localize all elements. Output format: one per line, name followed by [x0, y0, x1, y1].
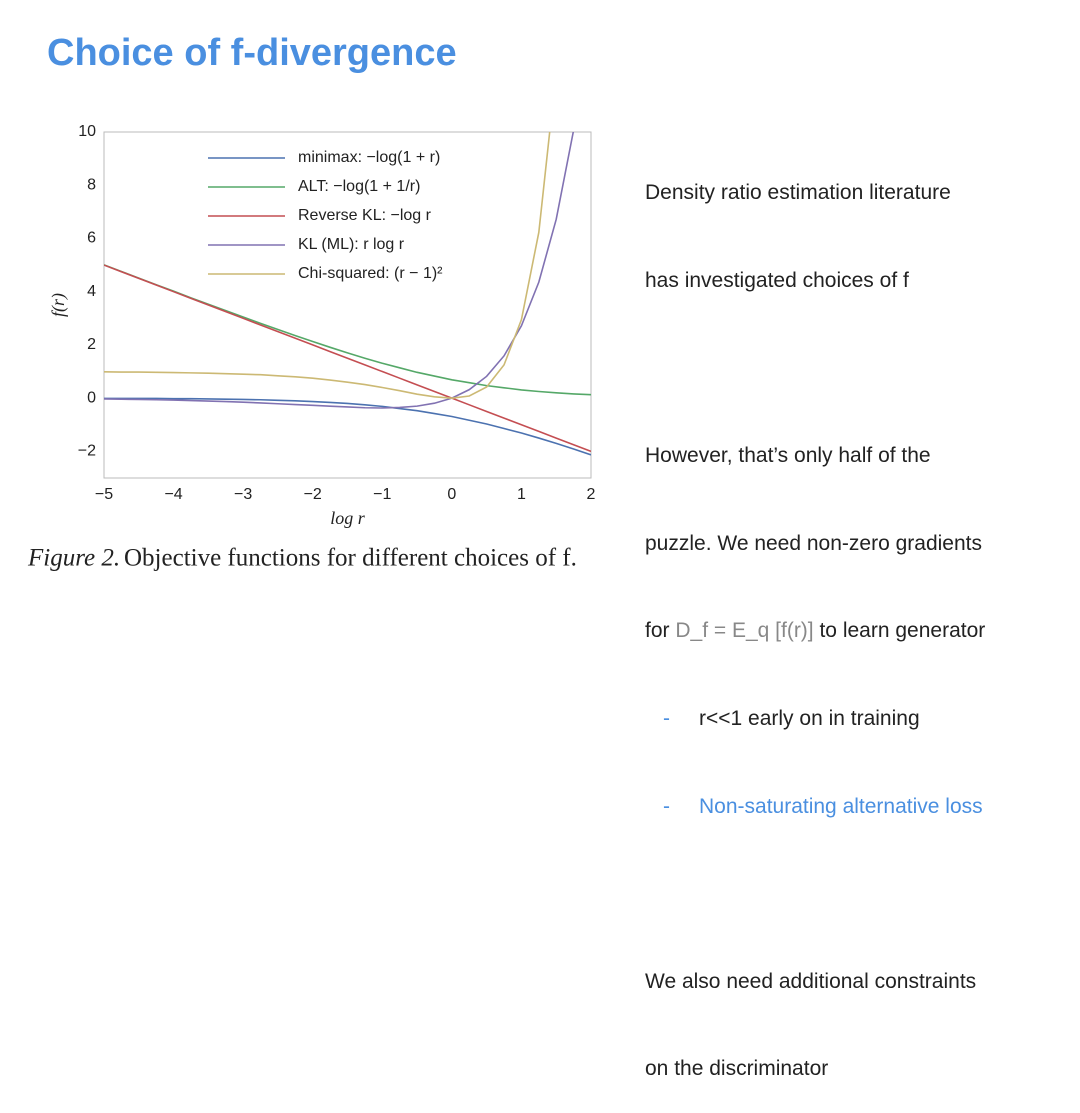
text-line: puzzle. We need non-zero gradients	[645, 531, 982, 555]
legend-label: Chi-squared: (r − 1)²	[298, 265, 443, 282]
x-tick-label: −1	[373, 486, 391, 503]
series-line	[104, 132, 575, 409]
caption: Objective functions for different choice…	[124, 545, 577, 572]
x-tick-label: −5	[95, 486, 113, 503]
legend-box	[200, 143, 505, 293]
bullet-text: r<<1 early on in training	[699, 707, 920, 731]
series-line	[104, 132, 551, 399]
bullet-marker: -	[663, 794, 670, 818]
x-tick-label: 1	[517, 486, 526, 503]
slide: Choice of f-divergence Density ratio est…	[27, 32, 986, 1081]
y-axis-label: f(r)	[48, 293, 69, 317]
formula: D_f = E_q [f(r)]	[675, 619, 814, 643]
text-line: for D_f = E_q [f(r)] to learn generator	[645, 616, 985, 645]
x-tick-label: −3	[234, 486, 252, 503]
x-tick-label: −4	[164, 486, 182, 503]
plot-lines	[104, 132, 591, 456]
text: to learn generator	[813, 619, 986, 643]
slide-title: Choice of f-divergence	[47, 32, 457, 74]
y-tick-label: 4	[87, 283, 96, 300]
legend-label: ALT: −log(1 + 1/r)	[298, 178, 420, 195]
legend-label: KL (ML): r log r	[298, 236, 405, 253]
y-tick-label: 6	[87, 230, 96, 247]
bullet: - r<<1 early on in training	[645, 704, 985, 733]
text-line: However, that’s only half of the	[645, 444, 931, 468]
text-line: on the discriminator	[645, 1057, 829, 1081]
text-line: has investigated choices of f	[645, 269, 909, 293]
plot-frame	[103, 131, 592, 479]
text: for	[645, 619, 676, 643]
x-tick-label: −2	[304, 486, 322, 503]
text-line: We also need additional constraints	[645, 969, 977, 993]
x-tick-label: 0	[447, 486, 456, 503]
text-line: Density ratio estimation literature	[645, 181, 951, 205]
bullet: - Non-saturating alternative loss	[645, 792, 985, 821]
y-tick-label: 2	[87, 336, 96, 353]
x-axis-label: log r	[330, 508, 366, 528]
series-line	[104, 397, 591, 456]
caption-label: Figure 2.	[27, 545, 120, 572]
chart: Figure 2. Objective functions for differ…	[27, 123, 596, 572]
bullet-marker: -	[663, 707, 670, 731]
legend-label: Reverse KL: −log r	[298, 207, 432, 224]
y-tick-label: 0	[87, 389, 96, 406]
legend-label: minimax: −log(1 + r)	[298, 149, 440, 166]
bullet-text: Non-saturating alternative loss	[699, 794, 983, 818]
y-tick-label: −2	[78, 443, 96, 460]
y-tick-label: 8	[87, 176, 96, 193]
series-line	[104, 264, 591, 453]
x-tick-label: 2	[587, 486, 596, 503]
y-tick-label: 10	[78, 123, 96, 140]
